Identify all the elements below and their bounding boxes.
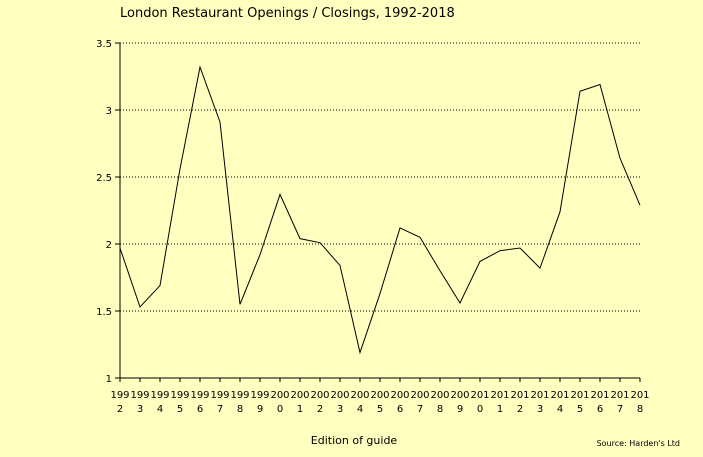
- data-point: [579, 90, 582, 93]
- data-point: [439, 269, 442, 272]
- y-tick-label: 3: [106, 106, 112, 117]
- data-point: [639, 204, 642, 207]
- x-tick-label: 200 7: [410, 390, 429, 415]
- y-tick-label: 1: [106, 374, 112, 385]
- data-point: [219, 121, 222, 124]
- x-tick-label: 199 8: [230, 390, 249, 415]
- data-point: [379, 292, 382, 295]
- x-tick-label: 201 1: [490, 390, 509, 415]
- x-tick-label: 199 7: [210, 390, 229, 415]
- x-tick-label: 200 2: [310, 390, 329, 415]
- x-tick-label: 200 9: [450, 390, 469, 415]
- data-point: [479, 260, 482, 263]
- data-point: [139, 305, 142, 308]
- x-tick-label: 199 4: [150, 390, 169, 415]
- source-note: Source: Harden's Ltd: [597, 439, 680, 448]
- x-tick-label: 200 1: [290, 390, 309, 415]
- x-tick-label: 201 3: [530, 390, 549, 415]
- data-point: [179, 167, 182, 170]
- x-tick-label: 201 5: [570, 390, 589, 415]
- y-tick-label: 3.5: [96, 39, 112, 50]
- data-point: [119, 247, 122, 250]
- x-tick-label: 199 3: [130, 390, 149, 415]
- x-tick-label: 200 3: [330, 390, 349, 415]
- x-tick-label: 201 8: [630, 390, 649, 415]
- x-tick-label: 200 6: [390, 390, 409, 415]
- x-tick-label: 200 0: [270, 390, 289, 415]
- x-tick-label: 201 4: [550, 390, 569, 415]
- data-point: [359, 351, 362, 354]
- data-point: [499, 249, 502, 252]
- data-point: [279, 193, 282, 196]
- data-point: [599, 83, 602, 86]
- data-point: [399, 226, 402, 229]
- x-tick-label: 199 6: [190, 390, 209, 415]
- x-tick-label: 201 2: [510, 390, 529, 415]
- data-point: [159, 284, 162, 287]
- data-point: [459, 301, 462, 304]
- y-tick-label: 1.5: [96, 307, 112, 318]
- x-tick-label: 201 7: [610, 390, 629, 415]
- data-point: [419, 236, 422, 239]
- series-line: [119, 65, 641, 355]
- x-tick-label: 201 6: [590, 390, 609, 415]
- data-points: [119, 66, 642, 354]
- x-axis-title: Edition of guide: [311, 434, 398, 447]
- chart-title: London Restaurant Openings / Closings, 1…: [120, 6, 455, 21]
- gridlines: [120, 42, 640, 312]
- x-tick-label: 199 5: [170, 390, 189, 415]
- data-point: [539, 267, 542, 270]
- x-tick-label: 199 2: [110, 390, 129, 415]
- data-point: [559, 210, 562, 213]
- data-point: [519, 247, 522, 250]
- data-point: [299, 237, 302, 240]
- y-tick-label: 2.5: [96, 173, 112, 184]
- y-axis-ticks: 1 1.5 2 2.5 3 3.5: [96, 39, 120, 385]
- data-point: [199, 66, 202, 69]
- x-tick-label: 201 0: [470, 390, 489, 415]
- x-tick-label: 200 8: [430, 390, 449, 415]
- data-point: [319, 241, 322, 244]
- x-tick-label: 200 4: [350, 390, 369, 415]
- data-point: [339, 264, 342, 267]
- data-point: [259, 253, 262, 256]
- data-point: [619, 157, 622, 160]
- data-point: [239, 303, 242, 306]
- y-tick-label: 2: [106, 240, 112, 251]
- x-tick-label: 200 5: [370, 390, 389, 415]
- x-tick-label: 199 9: [250, 390, 269, 415]
